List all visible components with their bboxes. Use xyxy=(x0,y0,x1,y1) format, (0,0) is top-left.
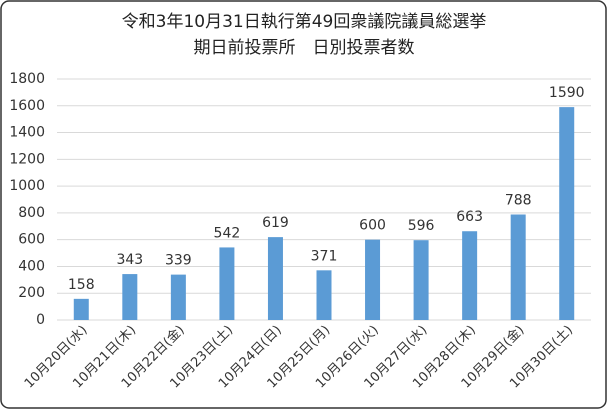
y-tick-label: 1600 xyxy=(9,98,45,114)
y-tick-label: 800 xyxy=(18,205,45,221)
data-label: 663 xyxy=(456,209,483,225)
bar xyxy=(73,298,89,320)
chart-title: 期日前投票所 日別投票者数 xyxy=(194,38,415,58)
bar xyxy=(316,270,332,320)
data-label: 158 xyxy=(68,277,95,293)
y-tick-label: 1200 xyxy=(9,151,45,167)
data-label: 788 xyxy=(505,192,532,208)
data-label: 542 xyxy=(214,225,241,241)
bar xyxy=(413,240,429,320)
bar xyxy=(170,274,186,320)
y-tick-label: 1400 xyxy=(9,125,45,141)
y-tick-label: 400 xyxy=(18,258,45,274)
data-label: 600 xyxy=(359,218,386,234)
bar xyxy=(559,107,575,320)
y-tick-label: 600 xyxy=(18,232,45,248)
bar xyxy=(462,231,478,320)
y-tick-label: 1000 xyxy=(9,178,45,194)
data-label: 619 xyxy=(262,215,289,231)
bar xyxy=(219,247,235,320)
y-tick-label: 0 xyxy=(36,312,45,328)
bar xyxy=(122,274,138,320)
data-label: 343 xyxy=(116,252,143,268)
y-tick-label: 1800 xyxy=(9,71,45,87)
data-label: 596 xyxy=(408,218,435,234)
data-label: 339 xyxy=(165,253,192,269)
bar xyxy=(267,237,283,320)
chart-title: 令和3年10月31日執行第49回衆議院議員総選挙 xyxy=(122,12,487,32)
bar xyxy=(365,239,381,320)
data-label: 1590 xyxy=(549,85,585,101)
data-label: 371 xyxy=(311,248,338,264)
bar xyxy=(510,214,526,320)
y-tick-label: 200 xyxy=(18,285,45,301)
